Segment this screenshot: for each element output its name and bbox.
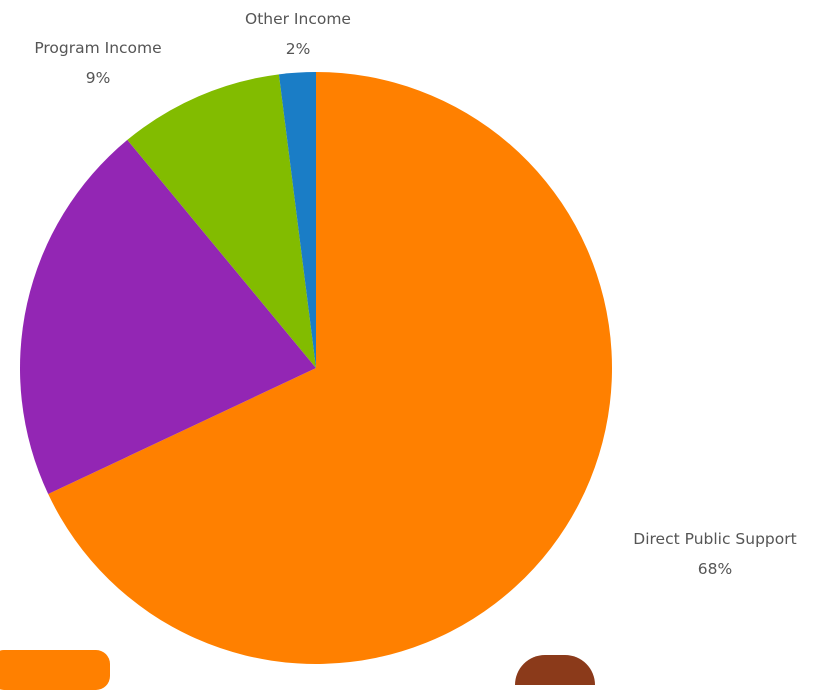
- slice-label-percent: 68%: [698, 560, 732, 578]
- slice-label-name: Program Income: [34, 39, 161, 57]
- pie-slice-unlabeled-1: [19, 139, 316, 495]
- orange-tab-decoration: [0, 650, 110, 690]
- pie-slices: [19, 72, 612, 664]
- pie-chart: Direct Public Support 68% Program Income 9%…: [19, 10, 797, 664]
- slice-label-name: Other Income: [245, 10, 351, 28]
- pie-slice-program-income: [127, 74, 316, 368]
- slice-labels: Direct Public Support 68% Program Income 9%…: [34, 10, 796, 578]
- slice-label-percent: 2%: [286, 40, 311, 58]
- pie-slice-direct-public-support: [48, 72, 612, 664]
- pie-slice-other-income: [278, 72, 316, 368]
- slice-label-name: Direct Public Support: [633, 530, 796, 548]
- slice-label-percent: 9%: [86, 69, 111, 87]
